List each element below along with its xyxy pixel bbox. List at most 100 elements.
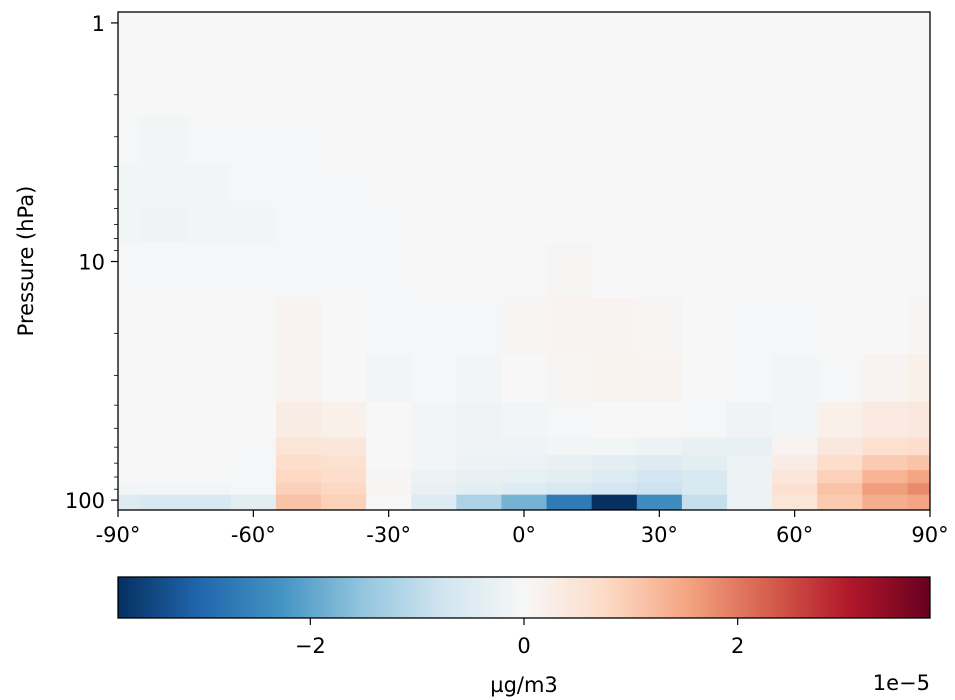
heatmap-cell bbox=[772, 58, 818, 117]
heatmap-cell bbox=[727, 115, 773, 164]
heatmap-cell bbox=[727, 243, 773, 299]
heatmap-cell bbox=[546, 207, 593, 244]
heatmap-cell bbox=[321, 297, 367, 355]
heatmap-cell bbox=[772, 470, 818, 484]
heatmap-cell bbox=[140, 455, 187, 471]
heatmap-cell bbox=[366, 437, 412, 456]
heatmap-cell bbox=[185, 483, 232, 496]
heatmap-cell bbox=[636, 437, 683, 456]
heatmap-cell bbox=[636, 297, 683, 355]
heatmap-cell bbox=[591, 58, 638, 117]
heatmap-cell bbox=[817, 455, 863, 471]
heatmap-cell bbox=[275, 483, 322, 496]
x-tick-label: -90° bbox=[96, 523, 141, 547]
heatmap-cell bbox=[862, 455, 909, 471]
heatmap-cell bbox=[140, 401, 187, 439]
heatmap-cell bbox=[862, 163, 909, 208]
heatmap-cell bbox=[907, 494, 930, 510]
heatmap-cell bbox=[591, 470, 638, 484]
colorbar-tick-label: −2 bbox=[295, 634, 326, 658]
heatmap-cell bbox=[907, 243, 930, 299]
heatmap-cell bbox=[591, 115, 638, 164]
heatmap-cell bbox=[366, 207, 412, 244]
heatmap-cell bbox=[275, 354, 322, 403]
x-tick-label: 60° bbox=[776, 523, 813, 547]
heatmap-cell bbox=[185, 297, 232, 355]
heatmap-cell bbox=[366, 455, 412, 471]
heatmap-cell bbox=[366, 494, 412, 510]
heatmap-cell bbox=[681, 115, 728, 164]
heatmap-cell bbox=[118, 483, 142, 496]
heatmap-cell bbox=[681, 401, 728, 439]
heatmap-cell bbox=[907, 483, 930, 496]
heatmap-cell bbox=[681, 207, 728, 244]
y-tick-label: 1 bbox=[92, 12, 105, 36]
heatmap-cell bbox=[817, 354, 863, 403]
heatmap-cell bbox=[411, 163, 457, 208]
x-tick-label: 90° bbox=[911, 523, 948, 547]
heatmap-cell bbox=[546, 494, 593, 510]
heatmap-cell bbox=[546, 12, 593, 60]
heatmap-cell bbox=[275, 297, 322, 355]
colorbar-tick-label: 2 bbox=[731, 634, 744, 658]
heatmap-cell bbox=[321, 455, 367, 471]
y-tick-label: 100 bbox=[65, 489, 105, 513]
heatmap-cell bbox=[230, 401, 277, 439]
heatmap-cell bbox=[411, 437, 457, 456]
heatmap-cell bbox=[185, 163, 232, 208]
heatmap-cell bbox=[546, 455, 593, 471]
heatmap-cell bbox=[907, 58, 930, 117]
heatmap-cell bbox=[772, 401, 818, 439]
heatmap-cell bbox=[681, 494, 728, 510]
heatmap-cell bbox=[862, 494, 909, 510]
heatmap-cell bbox=[185, 354, 232, 403]
heatmap-cell bbox=[456, 297, 503, 355]
heatmap-cell bbox=[456, 470, 503, 484]
heatmap-cell bbox=[817, 115, 863, 164]
heatmap-cell bbox=[366, 401, 412, 439]
heatmap-cell bbox=[501, 243, 548, 299]
heatmap-cell bbox=[501, 437, 548, 456]
heatmap-cell bbox=[907, 437, 930, 456]
heatmap-cell bbox=[411, 12, 457, 60]
heatmap-cell bbox=[681, 58, 728, 117]
x-tick-label: -30° bbox=[366, 523, 411, 547]
heatmap-cell bbox=[817, 494, 863, 510]
heatmap-cell bbox=[681, 12, 728, 60]
heatmap-cell bbox=[681, 243, 728, 299]
heatmap-cell bbox=[591, 483, 638, 496]
heatmap-cell bbox=[501, 207, 548, 244]
heatmap-cell bbox=[118, 354, 142, 403]
heatmap-cell bbox=[727, 12, 773, 60]
heatmap-cell bbox=[636, 483, 683, 496]
heatmap-cell bbox=[636, 401, 683, 439]
heatmap-cell bbox=[727, 354, 773, 403]
y-tick-label: 10 bbox=[78, 251, 105, 275]
heatmap-cell bbox=[772, 455, 818, 471]
heatmap-cell bbox=[546, 401, 593, 439]
heatmap-cell bbox=[501, 58, 548, 117]
heatmap-cell bbox=[501, 12, 548, 60]
heatmap-cell bbox=[275, 163, 322, 208]
heatmap-cell bbox=[321, 354, 367, 403]
heatmap-cell bbox=[636, 207, 683, 244]
heatmap-cell bbox=[275, 401, 322, 439]
heatmap-cell bbox=[456, 163, 503, 208]
heatmap-cell bbox=[140, 115, 187, 164]
heatmap-cell bbox=[681, 455, 728, 471]
colorbar-gradient bbox=[117, 576, 931, 619]
heatmap-cell bbox=[862, 297, 909, 355]
colorbar-ticks: −2 0 2 bbox=[295, 618, 744, 658]
heatmap-cell bbox=[140, 297, 187, 355]
x-tick-label: -60° bbox=[231, 523, 276, 547]
heatmap-cell bbox=[321, 115, 367, 164]
heatmap-cell bbox=[591, 455, 638, 471]
heatmap-cell bbox=[772, 207, 818, 244]
heatmap-cell bbox=[185, 401, 232, 439]
heatmap-cell bbox=[817, 401, 863, 439]
heatmap-cell bbox=[185, 243, 232, 299]
heatmap-cell bbox=[411, 207, 457, 244]
heatmap-cell bbox=[636, 243, 683, 299]
heatmap-cell bbox=[681, 437, 728, 456]
heatmap-cell bbox=[591, 494, 638, 510]
